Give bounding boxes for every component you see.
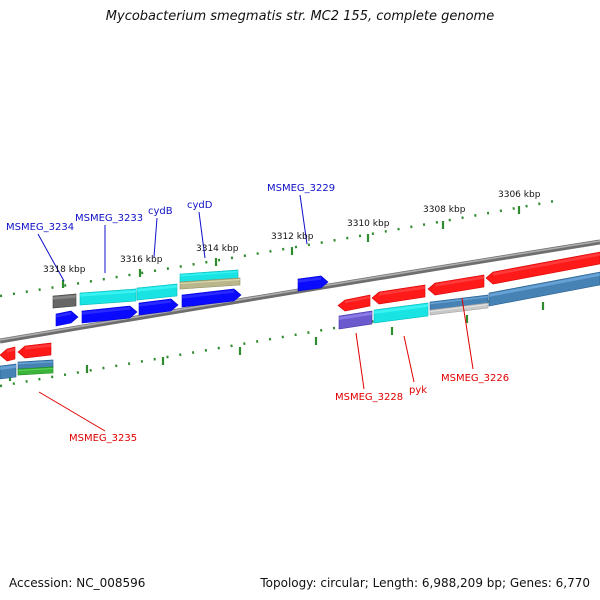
gene-feature (373, 302, 429, 324)
gene-label-msmeg-3228[interactable]: MSMEG_3228 (335, 392, 403, 403)
gene-feature (79, 288, 137, 306)
leader-line (299, 194, 308, 245)
gene-highlight (180, 279, 240, 285)
gene-highlight (82, 307, 130, 315)
gene-feature (52, 293, 77, 309)
gene-label-pyk[interactable]: pyk (409, 385, 427, 396)
gene-label-cydd[interactable]: cydD (187, 200, 213, 211)
gene-label-msmeg-3226[interactable]: MSMEG_3226 (441, 373, 509, 384)
gene-highlight (56, 312, 71, 318)
gene-feature (338, 310, 373, 330)
gene-feature (179, 277, 241, 290)
gene-highlight (7, 348, 15, 353)
gene-highlight (435, 276, 484, 287)
leader-line (38, 391, 106, 432)
gene-highlight (430, 304, 488, 312)
gene-highlight (339, 312, 372, 320)
gene-highlight (298, 277, 321, 283)
gene-feature (138, 298, 179, 316)
gene-feature (55, 310, 79, 327)
leader-line (355, 332, 365, 390)
gene-label-msmeg-3233[interactable]: MSMEG_3233 (75, 213, 143, 224)
leader-line (153, 217, 158, 258)
gene-feature (429, 302, 489, 316)
scale-label-3314: 3314 kbp (196, 244, 239, 254)
gene-highlight (374, 304, 428, 314)
gene-highlight (139, 300, 171, 307)
gene-feature (297, 275, 329, 292)
gene-highlight (18, 368, 53, 371)
leader-line (37, 233, 65, 282)
gene-feature (136, 283, 178, 301)
gene-features (0, 251, 600, 380)
gene-body (181, 288, 242, 308)
gene-feature (371, 284, 426, 305)
gene-highlight (182, 290, 234, 299)
gene-highlight (180, 271, 238, 277)
gene-feature (0, 363, 17, 380)
gene-highlight (345, 296, 370, 304)
gene-highlight (379, 286, 425, 296)
genome-summary-text: Topology: circular; Length: 6,988,209 bp… (260, 576, 590, 590)
gene-feature (337, 294, 371, 312)
scale-label-3312: 3312 kbp (271, 232, 314, 242)
gene-highlight (80, 290, 136, 297)
scale-label-3310: 3310 kbp (347, 219, 390, 229)
gene-feature (81, 305, 138, 324)
gene-feature (17, 366, 54, 376)
leader-line (198, 211, 206, 259)
gene-feature (181, 288, 242, 308)
gene-highlight (25, 344, 51, 350)
scale-label-3306: 3306 kbp (498, 190, 541, 200)
gene-highlight (53, 295, 76, 300)
gene-feature (488, 271, 600, 307)
label-leader-lines (37, 194, 474, 432)
gene-feature (485, 251, 600, 285)
leader-line (461, 297, 474, 370)
gene-highlight (18, 361, 53, 365)
gene-highlight (493, 253, 600, 276)
gene-highlight (430, 296, 488, 305)
gene-highlight (0, 365, 16, 370)
gene-label-msmeg-3235[interactable]: MSMEG_3235 (69, 433, 137, 444)
gene-label-msmeg-3229[interactable]: MSMEG_3229 (267, 183, 335, 194)
gene-label-msmeg-3234[interactable]: MSMEG_3234 (6, 222, 74, 233)
scale-label-3308: 3308 kbp (423, 205, 466, 215)
gene-feature (0, 346, 16, 362)
scale-label-3316: 3316 kbp (120, 255, 163, 265)
leader-line (403, 335, 415, 383)
accession-text: Accession: NC_008596 (9, 576, 146, 590)
scale-label-3318: 3318 kbp (43, 265, 86, 275)
map-title: Mycobacterium smegmatis str. MC2 155, co… (105, 9, 495, 24)
gene-highlight (137, 285, 177, 292)
gene-highlight (489, 273, 600, 297)
gene-label-cydb[interactable]: cydB (148, 206, 173, 217)
gene-feature (427, 274, 485, 296)
gene-feature (17, 342, 52, 359)
